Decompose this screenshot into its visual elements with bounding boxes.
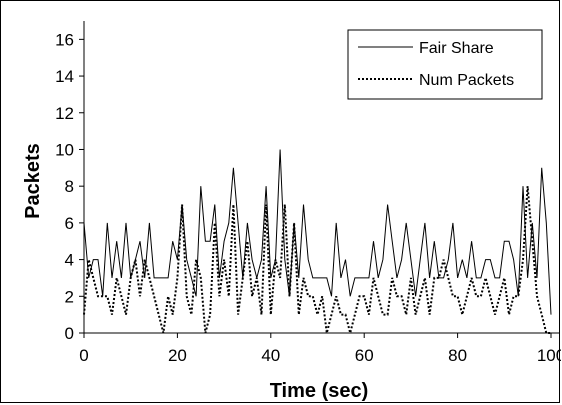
legend-label-fair-share: Fair Share [419, 40, 494, 57]
legend-box [347, 29, 543, 100]
y-tick-label: 12 [55, 104, 74, 123]
y-tick-label: 4 [65, 251, 74, 270]
y-axis-title: Packets [22, 143, 44, 219]
x-axis-title: Time (sec) [270, 380, 369, 402]
legend-label-num-packets: Num Packets [419, 72, 514, 89]
y-tick-label: 6 [65, 214, 74, 233]
series-line-fair-share [83, 149, 552, 315]
y-tick-label: 0 [65, 324, 74, 343]
legend: Fair Share Num Packets [347, 29, 543, 100]
x-tick-label: 60 [355, 346, 374, 365]
y-tick-label: 14 [55, 67, 74, 86]
y-tick-label: 16 [55, 30, 74, 49]
y-tick-label: 2 [65, 287, 74, 306]
y-tick-label: 8 [65, 177, 74, 196]
x-tick-label: 20 [168, 346, 187, 365]
x-tick-label: 40 [261, 346, 280, 365]
axes: 0 2 4 6 8 10 12 14 16 0 20 40 60 80 100 [55, 21, 561, 365]
series-layer [83, 149, 552, 334]
x-tick-label: 0 [79, 346, 88, 365]
series-line-num-packets [83, 186, 551, 334]
y-tick-label: 10 [55, 140, 74, 159]
x-tick-label: 80 [448, 346, 467, 365]
x-tick-label: 100 [537, 346, 561, 365]
